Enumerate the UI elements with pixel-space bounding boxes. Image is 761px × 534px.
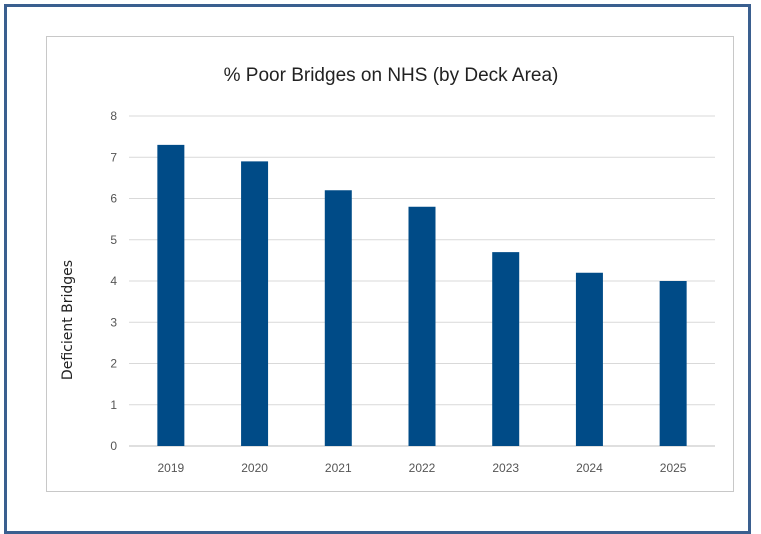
x-tick-labels: 2019 2020 2021 2022 2023 2024 2025 [158,461,687,475]
x-tick-label: 2022 [409,461,436,475]
bar-2022 [408,206,436,446]
x-tick-label: 2023 [492,461,519,475]
bar-2020 [241,161,269,446]
y-tick-label: 6 [110,192,117,206]
bar-2019 [157,144,185,446]
bar-2025 [659,281,687,446]
y-tick-label: 8 [110,109,117,123]
y-tick-label: 5 [110,233,117,247]
y-tick-label: 0 [110,439,117,453]
bar-chart: % Poor Bridges on NHS (by Deck Area) Def… [60,65,715,475]
x-tick-label: 2021 [325,461,352,475]
chart-panel: % Poor Bridges on NHS (by Deck Area) Def… [46,36,734,492]
y-tick-label: 7 [110,150,117,164]
x-tick-label: 2025 [660,461,687,475]
y-tick-labels: 0 1 2 3 4 5 6 7 8 [110,109,117,453]
bar-2021 [324,190,352,446]
y-tick-label: 3 [110,315,117,329]
y-tick-label: 4 [110,274,117,288]
bar-2024 [575,272,603,446]
bars [157,144,687,446]
x-tick-label: 2024 [576,461,603,475]
chart-title: % Poor Bridges on NHS (by Deck Area) [224,65,559,86]
y-tick-label: 2 [110,357,117,371]
y-axis-label: Deficient Bridges [60,260,76,380]
y-tick-label: 1 [110,398,117,412]
x-tick-label: 2019 [158,461,185,475]
bar-2023 [492,252,520,446]
x-tick-label: 2020 [241,461,268,475]
